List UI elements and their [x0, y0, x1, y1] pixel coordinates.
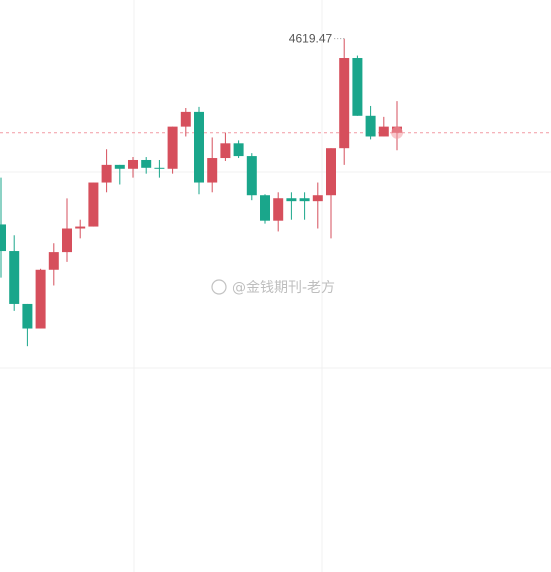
candle-body [128, 159, 138, 169]
candle-body [273, 198, 284, 221]
watermark-text: @金钱期刊-老方 [232, 280, 335, 296]
candle-body [286, 198, 297, 202]
weibo-logo-icon [211, 279, 227, 295]
candle-body [299, 198, 310, 202]
candle-body [0, 224, 6, 252]
candle-body [9, 251, 20, 304]
candle-body [233, 143, 244, 157]
watermark: @金钱期刊-老方 [211, 279, 335, 296]
candle-body [339, 58, 350, 149]
candle-body [35, 269, 46, 329]
candle-body [101, 164, 112, 183]
candle-body [246, 156, 257, 196]
candle-body [48, 252, 59, 270]
candle-body [207, 158, 218, 183]
candle-body [88, 182, 99, 227]
candle-body [365, 115, 376, 137]
candle-body [62, 228, 72, 253]
candle-body [260, 195, 270, 221]
candle-body [154, 167, 165, 169]
candle-body [326, 148, 336, 196]
candle-body [352, 58, 363, 116]
candle-body [141, 159, 152, 168]
candle-body [22, 303, 33, 329]
candle-body [194, 111, 204, 183]
candle-body [312, 195, 323, 202]
current-price-dot [391, 126, 403, 139]
candle-body [220, 143, 231, 159]
high-price-label: 4619.47 [289, 32, 333, 46]
candles-group [0, 38, 402, 347]
candle-body [167, 126, 178, 169]
candle-body [180, 111, 191, 127]
candle-body [378, 126, 389, 137]
candle-body [75, 226, 86, 229]
last-price-marker [391, 126, 403, 139]
high-annotation: 4619.47 [289, 32, 345, 46]
candle-body [114, 164, 125, 169]
